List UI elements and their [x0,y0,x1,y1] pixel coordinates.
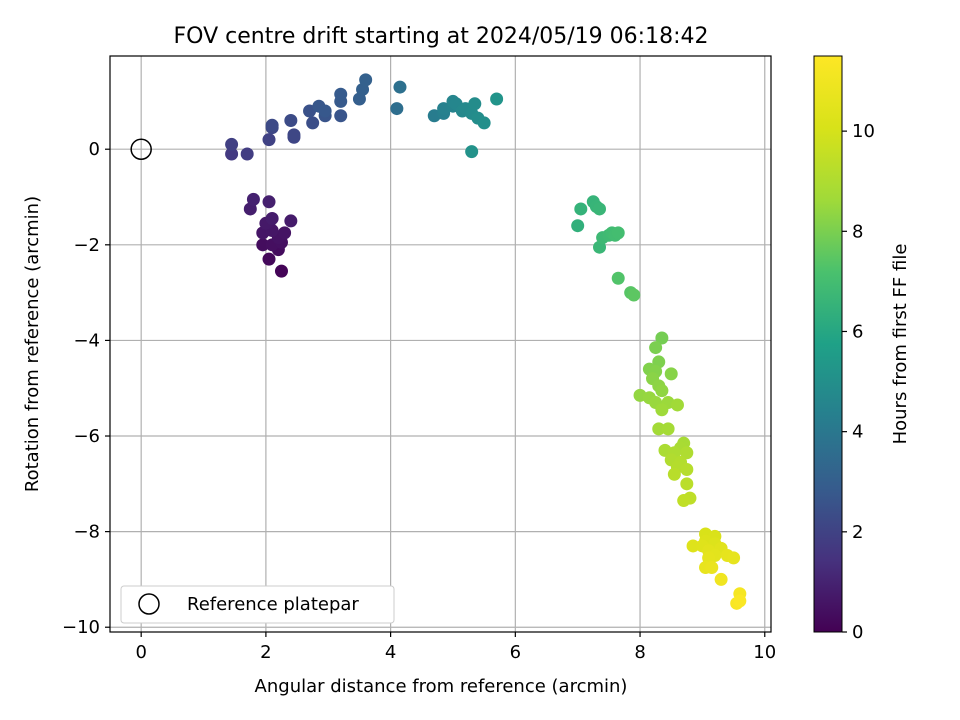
data-point [667,467,681,481]
colorbar-tick-label: 10 [852,121,875,142]
data-point [680,446,694,460]
colorbar-tick-label: 6 [852,321,863,342]
data-point [677,494,691,508]
data-point [334,109,348,123]
data-point [680,462,694,476]
data-point [670,398,684,412]
data-point [262,252,276,266]
x-tick-label: 8 [634,642,645,663]
data-point [284,114,298,128]
data-point [627,288,641,302]
y-tick-label: 0 [89,139,100,160]
colorbar-gradient [813,55,843,633]
y-tick-label: −6 [73,426,100,447]
data-point [240,147,254,161]
colorbar-label: Hours from first FF file [890,244,911,445]
colorbar-tick-label: 8 [852,221,863,242]
data-point [733,594,747,608]
data-point [256,238,270,252]
colorbar-tick-label: 2 [852,522,863,543]
data-point [465,145,479,159]
y-tick-label: −2 [73,235,100,256]
x-tick-label: 0 [135,642,146,663]
data-point [306,116,320,130]
legend-label: Reference platepar [187,594,359,615]
data-point [318,104,332,118]
y-axis-label: Rotation from reference (arcmin) [22,196,43,492]
colorbar-tick-label: 0 [852,622,863,643]
x-axis-label: Angular distance from reference (arcmin) [255,676,628,697]
data-point [274,264,288,278]
y-tick-label: −8 [73,522,100,543]
data-point [649,341,663,355]
x-tick-label: 4 [385,642,396,663]
x-tick-label: 2 [260,642,271,663]
data-point [490,92,504,106]
data-point [611,226,625,240]
reference-point [130,138,152,160]
y-tick-label: −4 [73,330,100,351]
data-point [334,87,348,101]
plot-frame [109,55,772,633]
data-point [571,219,585,233]
data-point [705,560,719,574]
colorbar: 0 2 4 6 8 10 Hours from first FF file [813,55,911,643]
data-point [714,572,728,586]
data-point [686,539,700,553]
chart-title: FOV centre drift starting at 2024/05/19 … [174,24,709,49]
data-point [652,422,666,436]
legend-marker [138,593,160,615]
data-point [655,403,669,417]
data-point [278,226,292,240]
data-point [265,212,279,226]
data-point [664,367,678,381]
data-point [574,202,588,216]
legend: Reference platepar [120,585,395,624]
x-tick-label: 6 [510,642,521,663]
data-point [390,102,404,116]
legend-box [120,585,395,624]
data-point [661,422,675,436]
data-point [593,202,607,216]
data-point [287,128,301,142]
data-point [611,271,625,285]
colorbar-tick-label: 4 [852,422,863,443]
data-point [359,73,373,87]
data-point [262,195,276,209]
data-point [284,214,298,228]
data-point [468,97,482,111]
grid-lines [110,56,771,632]
x-tick-label: 10 [753,642,776,663]
data-point [393,80,407,94]
scatter-points [130,73,747,610]
colorbar-ticks: 0 2 4 6 8 10 [842,121,875,643]
data-point [225,137,239,151]
data-point [225,147,239,161]
data-point [680,477,694,491]
data-point [727,551,741,565]
data-point [655,384,669,398]
data-point [262,133,276,147]
data-point [265,118,279,132]
y-tick-label: −10 [62,617,100,638]
data-point [246,192,260,206]
data-point [655,331,669,345]
data-point [477,116,491,130]
axis-ticks: 0 2 4 6 8 10 −10 −8 −6 −4 −2 0 [62,139,776,663]
